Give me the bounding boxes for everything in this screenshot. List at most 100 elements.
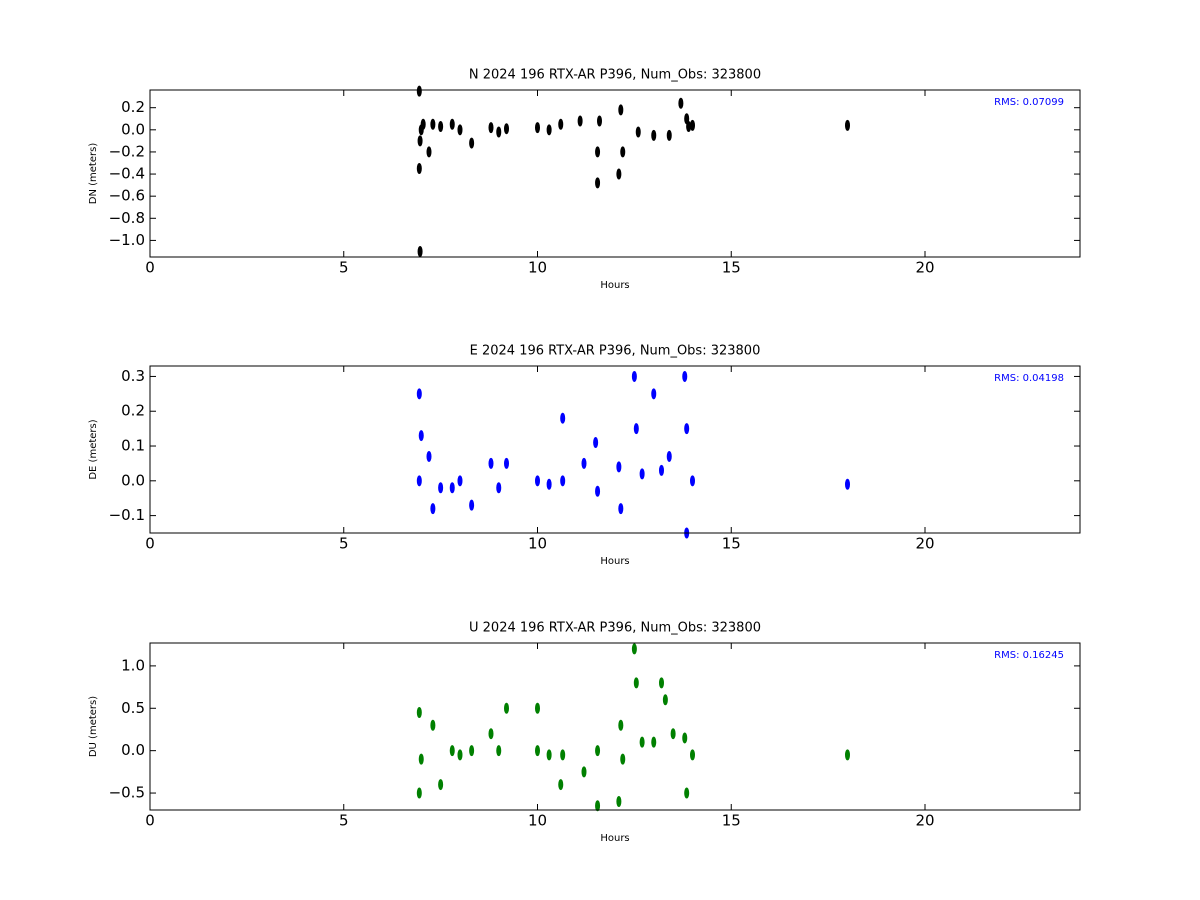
data-point [416, 163, 422, 175]
data-point [651, 129, 657, 141]
data-point [581, 457, 587, 469]
data-point [416, 707, 422, 719]
rms-annotation: RMS: 0.07099 [994, 97, 1064, 108]
y-tick-label: 0.0 [121, 741, 145, 759]
data-point [416, 475, 422, 487]
y-tick-label: −0.8 [109, 209, 145, 227]
y-axis-label: DN (meters) [88, 143, 99, 205]
data-point [416, 85, 422, 97]
data-point [651, 736, 657, 748]
y-axis-label: DU (meters) [88, 696, 99, 757]
data-point [659, 677, 664, 689]
data-point [535, 702, 540, 714]
data-point [546, 478, 552, 490]
data-point [631, 370, 637, 382]
y-tick-label: 0.2 [121, 402, 145, 420]
data-point [651, 388, 657, 400]
data-point [678, 97, 684, 109]
data-point [684, 787, 690, 799]
data-point [845, 749, 850, 761]
data-point [504, 702, 509, 714]
data-point [682, 370, 688, 382]
data-point [416, 787, 422, 799]
y-tick-label: 1.0 [121, 656, 145, 674]
data-point [635, 126, 641, 138]
chart-title: N 2024 196 RTX-AR P396, Num_Obs: 323800 [469, 68, 761, 83]
x-tick-label: 10 [528, 259, 547, 277]
data-point [535, 745, 540, 757]
data-point [535, 475, 540, 487]
data-point [426, 450, 432, 462]
data-point [457, 475, 463, 487]
rms-annotation: RMS: 0.04198 [994, 373, 1064, 384]
y-tick-label: −0.6 [109, 187, 145, 205]
data-point [469, 745, 475, 757]
data-point [457, 749, 463, 761]
data-point [488, 728, 494, 740]
data-point [666, 129, 672, 141]
plot-frame [149, 642, 1081, 811]
data-point [659, 464, 664, 476]
data-point [595, 745, 601, 757]
x-tick-label: 15 [722, 535, 741, 553]
data-point [690, 749, 695, 761]
data-point [426, 146, 432, 158]
x-tick-label: 20 [915, 259, 934, 277]
x-tick-label: 0 [145, 259, 155, 277]
data-point [496, 482, 502, 494]
data-point [620, 146, 626, 158]
y-tick-label: 0.2 [121, 98, 145, 116]
data-point [469, 499, 475, 511]
data-point [618, 719, 624, 731]
y-tick-label: 0.0 [121, 120, 145, 138]
data-point [504, 457, 509, 469]
rms-annotation: RMS: 0.16245 [994, 650, 1064, 661]
data-point [595, 800, 601, 812]
x-tick-label: 5 [339, 535, 349, 553]
data-point [535, 122, 540, 134]
data-point [597, 115, 602, 127]
data-point [633, 677, 639, 689]
chart-title: U 2024 196 RTX-AR P396, Num_Obs: 323800 [469, 621, 761, 636]
data-point [546, 749, 552, 761]
data-point [558, 779, 564, 791]
x-tick-label: 20 [915, 812, 934, 830]
chart-title: E 2024 196 RTX-AR P396, Num_Obs: 323800 [470, 344, 761, 359]
data-point [670, 728, 676, 740]
data-point [438, 120, 444, 132]
plot-frame [149, 89, 1081, 258]
x-tick-label: 5 [339, 812, 349, 830]
data-point [686, 120, 692, 132]
plot-frame [149, 365, 1081, 534]
data-point [616, 168, 622, 180]
data-point [618, 503, 624, 515]
data-point [449, 745, 455, 757]
y-tick-label: −0.1 [109, 506, 145, 524]
data-point [417, 245, 423, 257]
x-tick-label: 15 [722, 259, 741, 277]
data-point [417, 135, 423, 147]
data-point [631, 643, 637, 655]
y-tick-label: −1.0 [109, 231, 145, 249]
data-point [682, 732, 688, 744]
data-point [618, 104, 624, 116]
data-point [488, 457, 494, 469]
y-tick-label: −0.2 [109, 142, 145, 160]
y-tick-label: 0.0 [121, 471, 145, 489]
y-tick-label: 0.5 [121, 699, 145, 717]
data-point [684, 423, 690, 435]
data-point [469, 137, 475, 149]
data-point [457, 124, 463, 136]
data-point [639, 468, 645, 480]
data-point [620, 753, 626, 765]
data-point [416, 388, 422, 400]
data-point [666, 450, 672, 462]
data-point [420, 118, 426, 130]
x-tick-label: 10 [528, 535, 547, 553]
data-point [845, 119, 850, 131]
x-axis-label: Hours [600, 833, 629, 844]
y-tick-label: −0.4 [109, 165, 145, 183]
data-point [845, 478, 850, 490]
x-tick-label: 20 [915, 535, 934, 553]
